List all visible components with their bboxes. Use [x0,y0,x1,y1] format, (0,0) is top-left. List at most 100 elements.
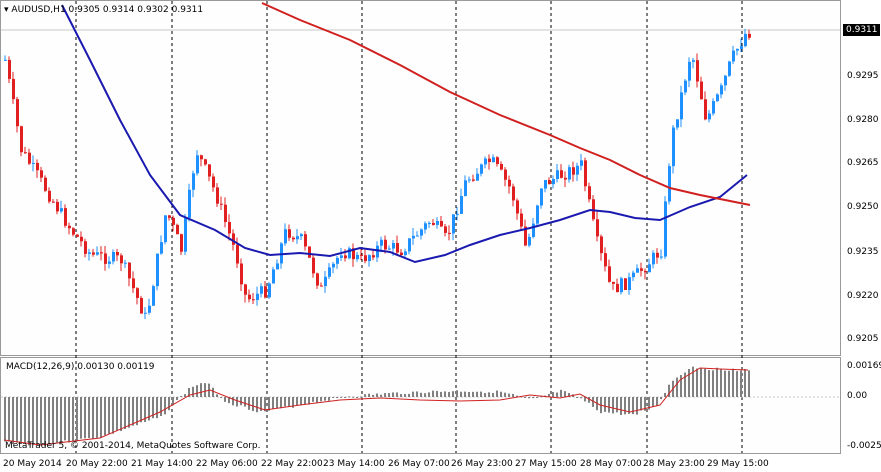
macd-histogram-bar [72,397,74,442]
candlestick-body [364,255,367,262]
macd-histogram-bar [124,397,126,430]
macd-histogram-bar [408,393,410,397]
macd-histogram-bar [464,391,466,397]
candlestick-body [596,219,599,237]
candlestick-body [328,267,331,277]
price-chart-pane[interactable] [0,0,841,356]
copyright-text: MetaTrader 5, © 2001-2014, MetaQuotes So… [5,441,261,451]
candlestick-body [248,294,251,300]
candlestick-body [84,241,87,254]
macd-histogram-bar [76,397,78,442]
candlestick-body [696,60,699,82]
macd-histogram-bar [476,391,478,397]
macd-histogram-bar [604,397,606,412]
macd-histogram-bar [12,397,14,444]
candlestick-body [624,278,627,290]
macd-histogram-bar [176,397,178,401]
macd-histogram-bar [96,397,98,438]
macd-histogram-bar [168,397,170,411]
candlestick-body [384,239,387,250]
candlestick-body [156,253,159,287]
macd-histogram-bar [116,397,118,431]
candlestick-body [656,252,659,258]
candlestick-body [88,252,91,254]
time-axis-label: 26 May 07:00 [388,459,450,469]
macd-histogram-bar [288,397,290,407]
macd-histogram-bar [668,384,670,397]
candlestick-body [492,157,495,163]
price-axis-label: 0.9250 [847,202,879,212]
candlestick-body [700,81,703,100]
candlestick-body [240,263,243,285]
candlestick-body [388,248,391,250]
candlestick-body [64,208,67,226]
macd-histogram-bar [692,366,694,397]
candlestick-body [236,244,239,264]
candlestick-body [264,286,267,298]
candlestick-body [524,226,527,246]
candlestick-body [360,254,363,256]
candlestick-body [124,262,127,264]
macd-histogram-bar [472,391,474,397]
macd-histogram-bar [68,397,70,443]
candlestick-body [412,235,415,239]
candlestick-body [256,293,259,301]
macd-histogram-bar [160,397,162,417]
macd-histogram-bar [552,392,554,397]
macd-histogram-bar [688,368,690,397]
macd-histogram-bar [664,392,666,397]
candlestick-body [68,225,71,229]
macd-histogram-bar [424,393,426,397]
candlestick-body [160,242,163,254]
candlestick-body [512,186,515,201]
macd-histogram-bar [80,397,82,439]
macd-histogram-bar [728,370,730,397]
candlestick-body [460,195,463,214]
macd-histogram-bar [456,390,458,397]
candlestick-body [308,246,311,258]
macd-histogram-bar [680,375,682,397]
macd-histogram-bar [220,397,222,398]
candlestick-body [560,170,563,178]
candlestick-body [600,236,603,254]
macd-axis-label: 0.00169 [847,361,881,371]
candlestick-body [572,167,575,175]
candlestick-body [176,224,179,235]
macd-histogram-bar [28,397,30,446]
candlestick-body [272,269,275,284]
candlestick-body [372,255,375,258]
macd-histogram-bar [488,392,490,397]
macd-histogram-bar [432,390,434,397]
macd-histogram-bar [328,397,330,401]
macd-histogram-bar [212,387,214,397]
macd-histogram-bar [632,397,634,415]
candlestick-body [112,252,115,262]
candlestick-body [704,99,707,120]
macd-histogram-bar [256,397,258,413]
candlestick-body [472,179,475,181]
macd-histogram-bar [348,396,350,398]
macd-histogram-bar [556,392,558,397]
candlestick-body [104,253,107,264]
macd-histogram-bar [704,368,706,397]
time-axis-label: 20 May 22:00 [66,459,128,469]
macd-histogram-bar [180,396,182,398]
candlestick-body [40,170,43,178]
macd-histogram-bar [200,383,202,397]
candlestick-body [148,305,151,313]
candlestick-body [300,234,303,237]
candlestick-body [552,178,555,185]
macd-histogram-bar [708,370,710,397]
candlestick-body [452,214,455,234]
symbol-dropdown-icon[interactable]: ▾ [4,5,9,15]
time-axis-label: 28 May 07:00 [580,459,642,469]
macd-histogram-bar [508,393,510,397]
candlestick-body [140,297,143,314]
candlestick-body [368,255,371,262]
candlestick-body [340,255,343,258]
macd-histogram-bar [376,393,378,397]
candlestick-body [576,165,579,175]
candlestick-body [56,201,59,212]
macd-histogram-bar [120,397,122,432]
candlestick-body [196,155,199,174]
